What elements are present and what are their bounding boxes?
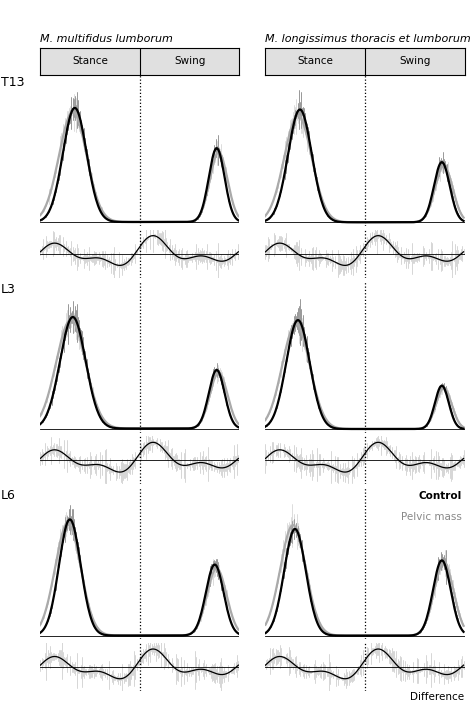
Text: Stance: Stance bbox=[72, 56, 108, 66]
Text: L6: L6 bbox=[1, 489, 16, 502]
Text: Swing: Swing bbox=[174, 56, 205, 66]
Text: Pelvic mass: Pelvic mass bbox=[401, 512, 462, 522]
Text: M. longissimus thoracis et lumborum: M. longissimus thoracis et lumborum bbox=[265, 34, 471, 44]
Text: Swing: Swing bbox=[399, 56, 430, 66]
Text: L3: L3 bbox=[1, 283, 16, 295]
Text: Stance: Stance bbox=[297, 56, 333, 66]
Text: M. multifidus lumborum: M. multifidus lumborum bbox=[40, 34, 173, 44]
Text: T13: T13 bbox=[1, 76, 25, 89]
Text: Control: Control bbox=[419, 491, 462, 501]
Text: Difference: Difference bbox=[410, 692, 465, 702]
